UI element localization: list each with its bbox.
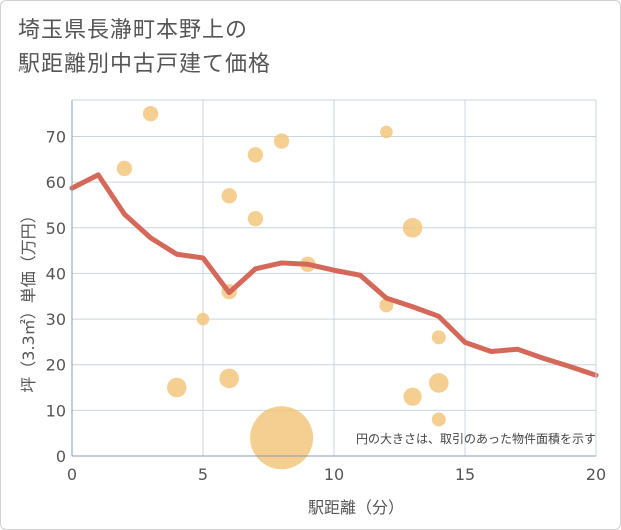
x-tick-label: 5	[198, 465, 208, 484]
trend-line-series	[69, 172, 599, 378]
bubble-point	[116, 160, 133, 177]
y-tick-label: 60	[46, 173, 66, 192]
chart-title-line-2: 駅距離別中古戸建て価格	[18, 52, 272, 77]
y-tick-label: 0	[56, 447, 66, 466]
plot-border	[71, 99, 597, 457]
bubble-point	[219, 368, 239, 389]
bubble-point	[431, 412, 446, 427]
x-tick-label: 10	[324, 465, 344, 484]
y-tick-label: 20	[46, 356, 66, 375]
axis-ticks: 0 5 10 15 20 0 10 20 30 40 50 60 70	[46, 128, 607, 484]
chart-title-line-1: 埼玉県長瀞町本野上の	[18, 18, 249, 43]
bubble-point	[402, 217, 423, 238]
y-tick-label: 70	[46, 128, 66, 147]
bubble-point	[247, 210, 264, 227]
y-axis-title: 坪（3.3㎡）単価（万円）	[19, 207, 38, 392]
bubble-point	[273, 133, 290, 149]
chart-title: 埼玉県長瀞町本野上の 駅距離別中古戸建て価格	[18, 14, 271, 82]
bubble-point	[250, 406, 314, 470]
bubble-point	[379, 298, 394, 313]
bubble-point	[167, 377, 187, 398]
bubble-point	[403, 387, 422, 406]
y-tick-label: 50	[46, 219, 66, 238]
bubble-point	[221, 188, 237, 204]
bubble-point	[431, 330, 446, 345]
y-tick-label: 10	[46, 401, 66, 420]
bubble-size-note: 円の大きさは、取引のあった物件面積を示す	[356, 431, 596, 446]
bubble-point	[380, 125, 393, 139]
bubble-point	[142, 105, 159, 122]
trend-line	[69, 172, 599, 378]
bubble-series	[116, 105, 449, 470]
bubble-point	[196, 312, 210, 326]
bubble-point	[247, 147, 264, 163]
x-axis-title: 駅距離（分）	[308, 498, 404, 517]
y-tick-label: 30	[46, 310, 66, 329]
x-tick-label: 0	[67, 465, 77, 484]
bubble-point	[429, 373, 449, 393]
x-tick-label: 20	[586, 465, 606, 484]
x-tick-label: 15	[455, 465, 475, 484]
grid-lines	[72, 100, 596, 456]
y-tick-label: 40	[46, 264, 66, 283]
